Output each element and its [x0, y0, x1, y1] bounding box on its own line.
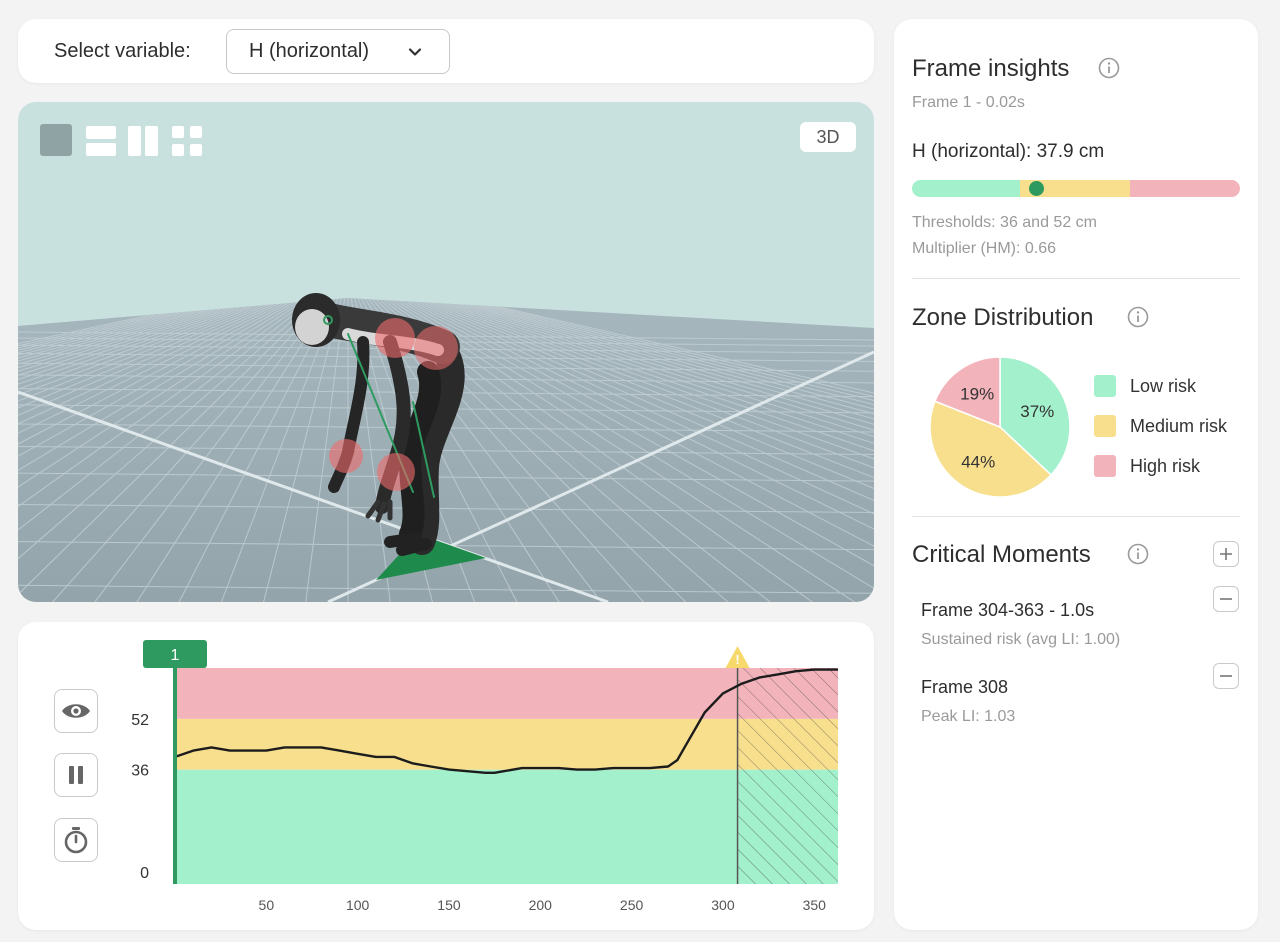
split-vertical-icon[interactable]	[128, 126, 158, 156]
critical-range-hatch[interactable]	[737, 668, 838, 884]
info-icon[interactable]	[1127, 543, 1149, 565]
pie-slice-label: 19%	[960, 384, 994, 403]
quad-view-icon[interactable]	[172, 126, 202, 156]
single-view-icon[interactable]	[40, 124, 72, 156]
x-tick-label: 250	[620, 897, 644, 913]
legend-low-risk: Low risk	[1094, 375, 1196, 397]
zone-band-medium-risk	[175, 718, 838, 770]
visibility-toggle-button[interactable]	[54, 689, 98, 733]
critical-moments-title: Critical Moments	[912, 541, 1091, 568]
pause-icon	[69, 766, 83, 784]
zone-pie-chart: 37% 44% 19%	[929, 356, 1071, 498]
frame-insights-title: Frame insights	[912, 55, 1070, 82]
threshold-low-segment	[912, 180, 1021, 197]
pie-slice-label: 44%	[961, 452, 995, 471]
moment-subtitle: Peak LI: 1.03	[921, 708, 1016, 725]
high-risk-swatch	[1094, 455, 1116, 477]
low-risk-swatch	[1094, 375, 1116, 397]
footprint-marker	[376, 534, 486, 580]
playhead-handle[interactable]	[143, 640, 207, 668]
critical-moment-item[interactable]: Frame 308 Peak LI: 1.03	[912, 666, 1232, 736]
threshold-high-segment	[1130, 180, 1240, 197]
medium-risk-swatch	[1094, 415, 1116, 437]
x-tick-label: 50	[259, 897, 275, 913]
moment-title: Frame 308	[921, 677, 1009, 697]
y-tick-label: 52	[131, 712, 149, 729]
zone-distribution-title: Zone Distribution	[912, 304, 1094, 331]
insights-panel: Frame insights Frame 1 - 0.02s H (horizo…	[894, 19, 1258, 930]
threshold-medium-segment	[1020, 180, 1131, 197]
x-tick-label: 200	[529, 897, 553, 913]
plus-icon	[1220, 548, 1232, 560]
multiplier-text: Multiplier (HM): 0.66	[912, 240, 1057, 257]
y-tick-label: 0	[140, 865, 149, 882]
critical-moment-item[interactable]: Frame 304-363 - 1.0s Sustained risk (avg…	[912, 589, 1232, 659]
y-tick-label: 36	[131, 763, 149, 780]
stopwatch-icon	[64, 827, 88, 854]
divider	[912, 516, 1240, 517]
3d-viewport[interactable]: 3D	[18, 102, 874, 602]
playhead-line[interactable]	[173, 658, 177, 884]
variable-label: Select variable:	[54, 40, 191, 62]
add-moment-button[interactable]	[1213, 541, 1239, 567]
risk-timeline-chart[interactable]: ! 0 36 52 50 100 150 200 250 300 350 1	[18, 622, 874, 930]
eye-icon	[62, 704, 90, 718]
legend-medium-risk: Medium risk	[1094, 415, 1227, 437]
variable-value: H (horizontal): 37.9 cm	[912, 141, 1105, 162]
3d-scene	[18, 293, 874, 602]
pie-slice-label: 37%	[1020, 402, 1054, 421]
minus-icon	[1220, 675, 1232, 677]
x-tick-label: 300	[711, 897, 735, 913]
pie-slice-low-risk	[999, 356, 1071, 476]
remove-moment-button[interactable]	[1213, 663, 1239, 689]
thresholds-text: Thresholds: 36 and 52 cm	[912, 214, 1097, 231]
pie-slice-high-risk	[933, 356, 1001, 429]
view-mode-badge[interactable]: 3D	[800, 122, 856, 152]
timeline-panel: ! 0 36 52 50 100 150 200 250 300 350 1	[18, 622, 874, 930]
minus-icon	[1220, 598, 1232, 600]
frame-label: Frame 1 - 0.02s	[912, 94, 1025, 111]
mannequin-figure	[292, 293, 465, 556]
legend-label: Low risk	[1130, 375, 1197, 396]
zone-band-high-risk	[175, 668, 838, 719]
value-marker	[1029, 181, 1045, 196]
divider	[912, 278, 1240, 279]
zone-band-low-risk	[175, 769, 838, 884]
timer-button[interactable]	[54, 818, 98, 862]
legend-label: High risk	[1130, 455, 1201, 476]
info-icon[interactable]	[1098, 57, 1120, 79]
threshold-bar	[912, 180, 1240, 197]
moment-subtitle: Sustained risk (avg LI: 1.00)	[921, 631, 1121, 648]
chevron-down-icon	[408, 48, 422, 56]
info-icon[interactable]	[1127, 306, 1149, 328]
warning-mark: !	[735, 652, 739, 667]
x-tick-label: 100	[346, 897, 370, 913]
warning-icon[interactable]	[725, 646, 750, 668]
pause-button[interactable]	[54, 753, 98, 797]
remove-moment-button[interactable]	[1213, 586, 1239, 612]
variable-selector-bar: Select variable: H (horizontal)	[18, 19, 874, 83]
variable-dropdown[interactable]: H (horizontal)	[226, 29, 450, 74]
playhead-frame-label: 1	[171, 647, 180, 664]
pie-slice-medium-risk	[929, 400, 1053, 498]
variable-dropdown-value: H (horizontal)	[249, 40, 370, 62]
series-line	[174, 668, 838, 774]
x-tick-label: 350	[803, 897, 827, 913]
x-tick-label: 150	[437, 897, 461, 913]
legend-label: Medium risk	[1130, 415, 1228, 436]
split-horizontal-icon[interactable]	[86, 126, 116, 156]
moment-title: Frame 304-363 - 1.0s	[921, 600, 1095, 620]
legend-high-risk: High risk	[1094, 455, 1200, 477]
